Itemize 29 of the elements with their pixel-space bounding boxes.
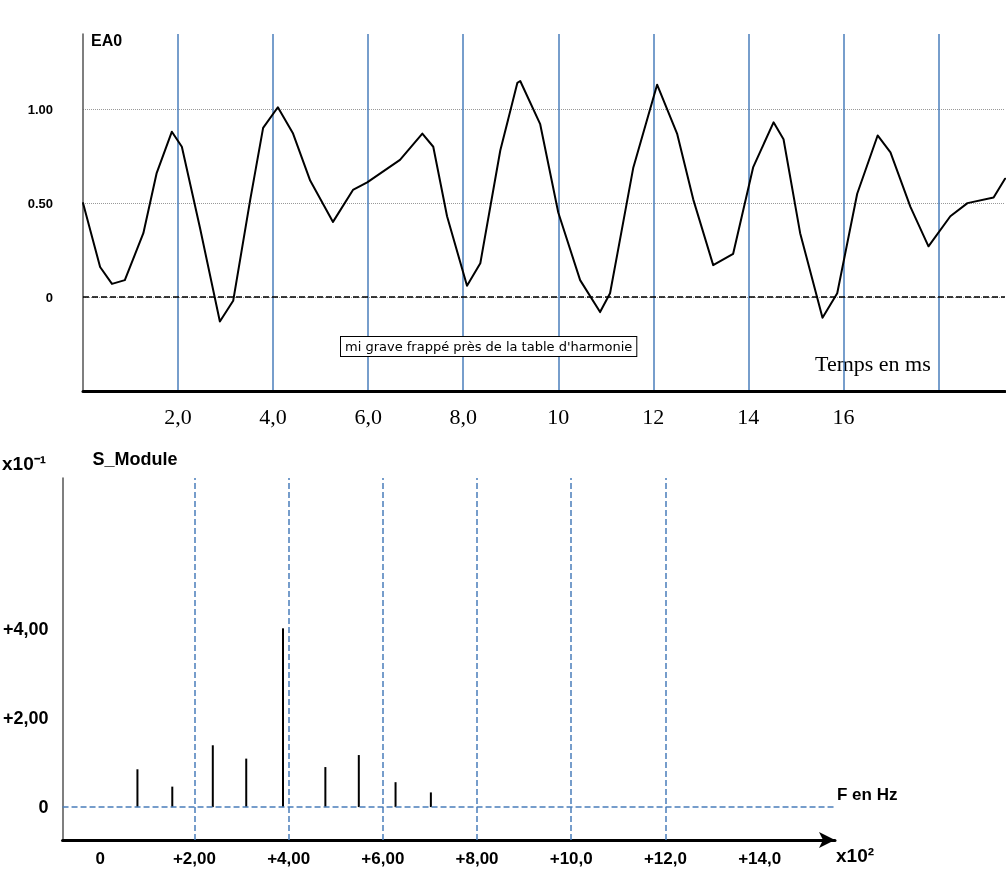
x-tick-label: 14	[737, 403, 760, 429]
x-tick-label: 16	[832, 403, 855, 429]
x-tick-label: 8,0	[449, 403, 477, 429]
x-tick-label: 4,0	[259, 403, 287, 429]
y-tick-label: 0.50	[27, 195, 53, 211]
x-tick-label: +12,0	[643, 849, 687, 868]
x-tick-label: +8,00	[455, 849, 499, 868]
x-tick-label: +4,00	[267, 849, 311, 868]
y-axis-title: EA0	[91, 31, 123, 49]
text: x10⁻¹	[2, 453, 47, 474]
x-tick-label: +10,0	[549, 849, 593, 868]
y-tick-label: 1.00	[27, 101, 53, 117]
y-axis-title: S_Module	[92, 449, 178, 469]
x-tick-label: 10	[547, 403, 570, 429]
x-tick-label: 2,0	[164, 403, 192, 429]
x-tick-label: 0	[95, 849, 105, 868]
annotation: mi grave frappé près de la table d'harmonie	[345, 339, 633, 354]
text: x10²	[836, 845, 875, 866]
y-tick-label: 0	[38, 797, 49, 818]
x-tick-label: +2,00	[172, 849, 216, 868]
x-axis-title: Temps en ms	[815, 350, 931, 376]
y-tick-label: 0	[45, 289, 53, 305]
x-tick-label: +14,0	[738, 849, 782, 868]
x-tick-label: 12	[642, 403, 665, 429]
y-tick-label: +2,00	[3, 708, 49, 729]
x-tick-label: +6,00	[361, 849, 405, 868]
x-axis-title: F en Hz	[837, 785, 898, 804]
x-tick-label: 6,0	[354, 403, 382, 429]
y-tick-label: +4,00	[3, 619, 49, 640]
